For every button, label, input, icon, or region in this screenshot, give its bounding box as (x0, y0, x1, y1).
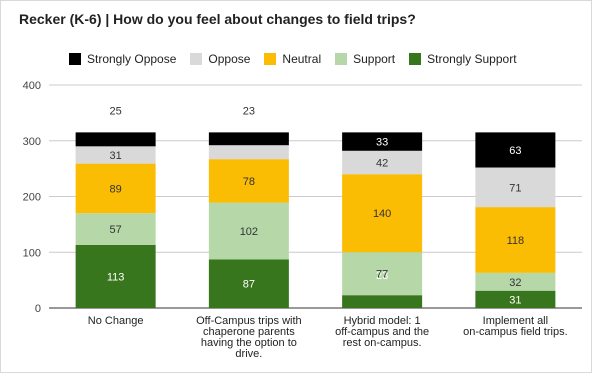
bar-segment (75, 213, 156, 246)
bar-segment (208, 145, 289, 160)
legend-item: Oppose (190, 52, 250, 66)
legend-label: Neutral (282, 52, 322, 66)
bar-segment (75, 163, 156, 214)
data-label: 42 (376, 157, 388, 169)
x-tick-label: No Change (88, 315, 144, 327)
data-label: 113 (107, 272, 125, 284)
data-label: 140 (373, 208, 391, 220)
x-tick-label: chaperone parents (203, 326, 295, 338)
data-label: 63 (509, 145, 521, 157)
data-label: 31 (509, 294, 521, 306)
bar-segment (475, 132, 556, 168)
bar-segment (342, 132, 423, 151)
data-label: 87 (243, 279, 255, 291)
data-label: 102 (240, 226, 258, 238)
data-label: 33 (376, 137, 388, 149)
data-label: 25 (243, 121, 255, 133)
y-tick-label: 100 (23, 247, 41, 259)
x-tick-label: drive. (235, 348, 262, 360)
bar-segment (342, 174, 423, 253)
legend-item: Support (335, 52, 395, 66)
bar-segment (342, 150, 423, 175)
data-label: 31 (110, 150, 122, 162)
x-tick-label: off-campus and the (335, 326, 429, 338)
bar-segment (342, 252, 423, 296)
legend-item: Neutral (264, 52, 321, 66)
chart-legend: Strongly Oppose Oppose Neutral Support Stron… (69, 51, 531, 67)
bar-segment (75, 132, 156, 147)
bar-segment (475, 290, 556, 308)
data-label: 118 (507, 235, 525, 247)
bar-segment (342, 295, 423, 308)
data-label: 23 (376, 270, 388, 282)
bar-segment (208, 159, 289, 203)
y-tick-label: 300 (23, 136, 41, 148)
y-tick-label: 0 (35, 303, 41, 315)
bar-segment (475, 272, 556, 291)
legend-swatch (335, 53, 348, 65)
data-label: 57 (110, 224, 122, 236)
legend-swatch (190, 53, 203, 65)
x-tick-label: rest on-campus. (343, 337, 422, 349)
bar-segment (208, 259, 289, 308)
x-tick-label: Hybrid model: 1 (344, 315, 421, 327)
data-label: 23 (243, 105, 255, 117)
x-tick-label: having the option to (201, 337, 297, 349)
y-tick-label: 200 (23, 192, 41, 204)
chart-title: Recker (K-6) | How do you feel about cha… (19, 11, 416, 27)
y-tick-label: 400 (23, 80, 41, 92)
data-label: 25 (110, 105, 122, 117)
bar-segment (208, 202, 289, 260)
bar-segment (75, 146, 156, 164)
data-label: 78 (243, 176, 255, 188)
legend-label: Strongly Oppose (87, 52, 177, 66)
bar-segment (475, 167, 556, 208)
legend-swatch (69, 53, 81, 65)
legend-label: Oppose (208, 52, 251, 66)
legend-item: Strongly Support (409, 52, 517, 66)
legend-label: Strongly Support (427, 52, 517, 66)
x-tick-label: Off-Campus trips with (196, 315, 302, 327)
legend-label: Support (353, 52, 396, 66)
bar-segment (208, 132, 289, 146)
bar-segment (475, 207, 556, 273)
data-label: 77 (376, 269, 388, 281)
bar-segment (75, 245, 156, 308)
x-tick-label: on-campus field trips. (463, 326, 568, 338)
data-label: 89 (110, 183, 122, 195)
legend-swatch (409, 53, 422, 65)
x-tick-label: Implement all (483, 315, 548, 327)
legend-swatch (264, 53, 277, 65)
data-label: 71 (509, 182, 521, 194)
legend-item: Strongly Oppose (69, 52, 176, 66)
data-label: 32 (509, 277, 521, 289)
